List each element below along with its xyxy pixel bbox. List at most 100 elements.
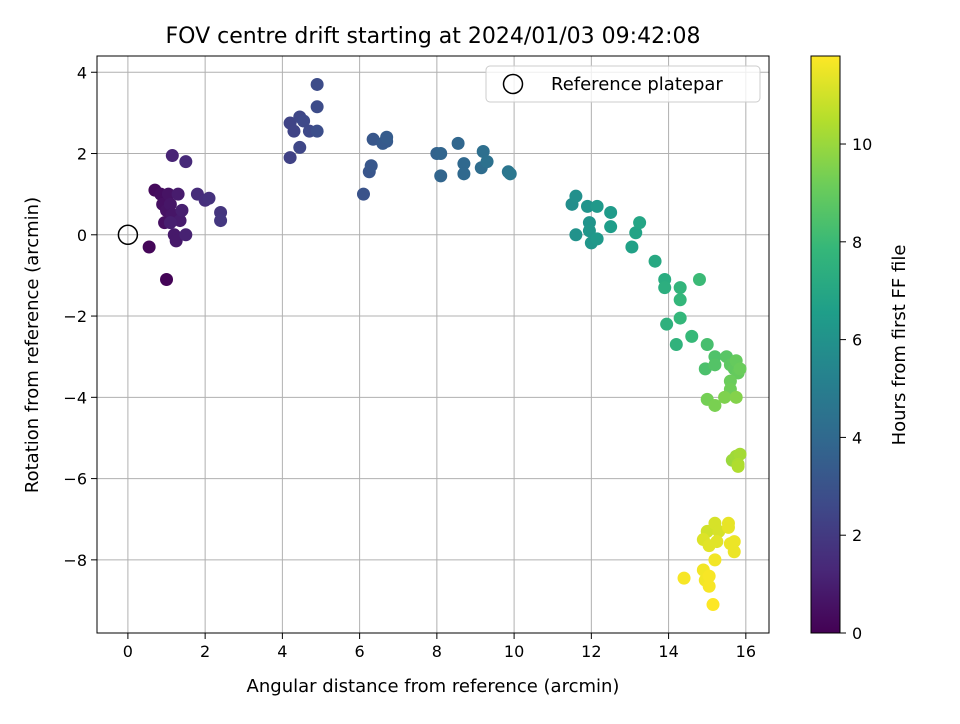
plot-frame (96, 55, 770, 634)
legend-box (485, 65, 761, 103)
colorbar-tick-label: 0 (852, 624, 862, 643)
data-point (708, 358, 722, 372)
data-point (590, 232, 604, 246)
data-point (708, 398, 722, 412)
data-point (163, 216, 177, 230)
reference-marker-layer (117, 224, 139, 246)
data-point (310, 100, 324, 114)
data-point (476, 144, 490, 158)
data-point (364, 159, 378, 173)
data-point (706, 598, 720, 612)
data-point (700, 338, 714, 351)
colorbar-gradient (810, 55, 841, 634)
data-point (729, 390, 743, 404)
data-point (287, 124, 301, 138)
x-tick-label: 6 (355, 642, 365, 661)
y-tick-label: −2 (63, 307, 87, 326)
y-axis-ticks: 4 2 0 −2 −4 −6 −8 (63, 63, 97, 570)
data-point (669, 338, 683, 351)
data-point (658, 281, 672, 295)
data-point (569, 228, 583, 242)
colorbar-tick-label: 6 (852, 331, 862, 350)
data-point (723, 537, 737, 551)
x-axis-ticks: 0 2 4 6 8 10 12 14 16 (123, 633, 756, 661)
data-point (733, 362, 747, 376)
x-tick-label: 4 (277, 642, 287, 661)
data-point (633, 216, 647, 230)
data-point (434, 169, 448, 183)
colorbar-tick-label: 2 (852, 526, 862, 545)
x-tick-label: 14 (658, 642, 678, 661)
colorbar-ticks: 0 2 4 6 8 10 (840, 135, 872, 643)
data-point (163, 197, 177, 211)
data-point (457, 167, 471, 181)
data-point (710, 535, 724, 549)
data-point (179, 155, 193, 169)
legend-label: Reference platepar (551, 74, 723, 95)
colorbar-label: Hours from first FF file (889, 245, 910, 446)
data-point (480, 155, 494, 169)
data-point (702, 569, 716, 583)
data-point (731, 459, 745, 473)
colorbar-tick-label: 4 (852, 428, 862, 447)
plot-area: 0 2 4 6 8 10 12 14 16 4 2 0 −2 −4 −6 −8 (63, 55, 770, 661)
data-point (451, 136, 465, 150)
data-point (673, 281, 687, 295)
y-tick-label: −6 (63, 470, 87, 489)
data-point (169, 234, 183, 248)
data-point (660, 317, 674, 331)
data-point (283, 151, 297, 165)
scatter-points (142, 77, 747, 612)
data-point (179, 228, 193, 242)
data-point (718, 390, 732, 404)
data-point (297, 114, 311, 128)
data-point (673, 293, 687, 307)
data-point (625, 240, 639, 254)
y-tick-label: 0 (77, 226, 87, 245)
data-point (708, 553, 722, 567)
data-point (582, 224, 596, 238)
chart-title: FOV centre drift starting at 2024/01/03 … (166, 24, 701, 49)
data-point (721, 520, 735, 534)
reference-platepar-marker (117, 224, 139, 246)
data-point (310, 77, 324, 91)
data-point (165, 149, 179, 163)
data-point (214, 214, 228, 228)
data-point (380, 130, 394, 144)
data-point (161, 187, 175, 201)
data-point (503, 167, 517, 181)
data-point (160, 272, 174, 286)
data-point (569, 189, 583, 203)
legend-open-circle-icon (502, 73, 524, 95)
data-point (692, 272, 706, 286)
y-axis-label: Rotation from reference (arcmin) (22, 197, 43, 493)
data-point (434, 147, 448, 161)
data-point (604, 205, 618, 219)
x-tick-label: 10 (504, 642, 524, 661)
x-tick-label: 0 (123, 642, 133, 661)
data-point (356, 187, 370, 201)
colorbar: 0 2 4 6 8 10 Hours from first FF file (810, 55, 910, 643)
colorbar-tick-label: 8 (852, 233, 862, 252)
x-tick-label: 16 (736, 642, 756, 661)
data-point (175, 203, 189, 217)
x-axis-label: Angular distance from reference (arcmin) (247, 676, 620, 697)
data-point (629, 226, 643, 240)
y-tick-label: −8 (63, 551, 87, 570)
y-tick-label: 4 (77, 63, 87, 82)
data-point (293, 140, 307, 154)
y-tick-label: −4 (63, 388, 87, 407)
legend: Reference platepar (485, 65, 761, 103)
data-point (142, 240, 156, 254)
x-tick-label: 12 (581, 642, 601, 661)
data-point (173, 214, 187, 228)
data-point (673, 311, 687, 325)
data-point (677, 571, 691, 585)
data-point (648, 254, 662, 268)
data-point (733, 447, 747, 461)
data-point (702, 579, 716, 593)
data-point (590, 199, 604, 213)
data-point (604, 220, 618, 234)
data-point (310, 124, 324, 138)
